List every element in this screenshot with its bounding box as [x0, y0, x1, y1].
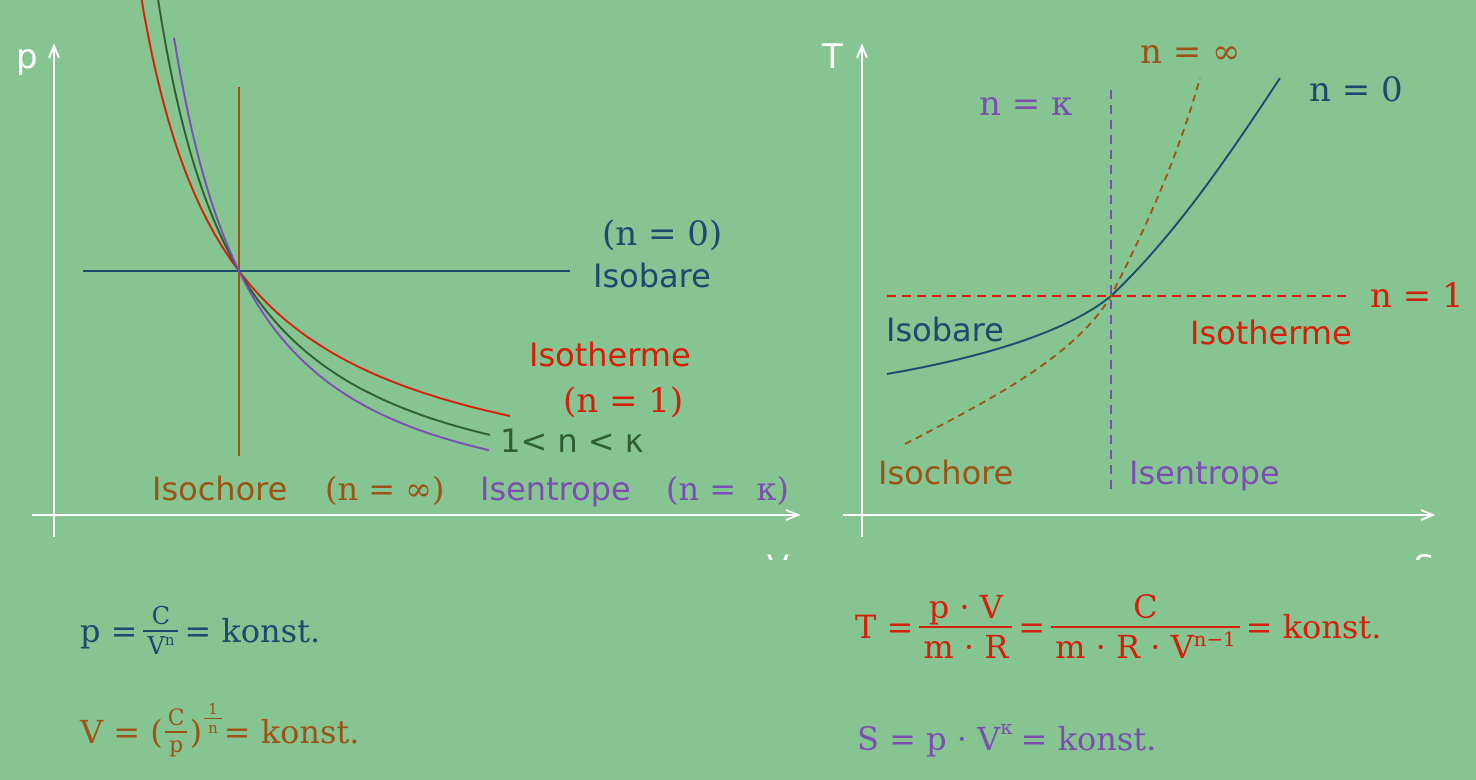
isobare-formula-rhs: = konst.: [184, 612, 321, 650]
isochore-formula-exp-num: 1: [208, 699, 218, 718]
isotherme-formula-rhs: = konst.: [1245, 608, 1382, 646]
isobare-formula-lhs: p =: [80, 612, 138, 650]
pv-isochore-n-label: (n = ∞): [325, 470, 444, 508]
pv-isentrope-label: Isentrope: [480, 470, 631, 508]
ts-isochore-n-label: n = ∞: [1140, 32, 1240, 72]
isochore-formula-close: ): [189, 713, 203, 751]
ts-y-arrow: [856, 43, 868, 59]
isochore-formula-exponent: 1 n: [204, 700, 222, 737]
isentrope-formula-exp: κ: [1000, 715, 1013, 739]
isobare-formula-numerator: C: [151, 602, 171, 630]
thermodynamic-diagrams: p V (n = 0) Isobare Isotherme (n = 1) 1<…: [16, 0, 1464, 560]
ts-isentrope-label: Isentrope: [1129, 454, 1280, 492]
ts-isotherme-n-label: n = 1: [1370, 276, 1464, 316]
isobare-formula-den-exp: n: [164, 631, 175, 650]
ts-isotherme-label: Isotherme: [1190, 314, 1352, 352]
isotherme-formula-fraction-1: p · V m · R: [919, 588, 1013, 666]
pv-y-arrow: [48, 43, 60, 59]
ts-axes: [843, 43, 1436, 537]
isochore-formula-lhs: V = (: [80, 713, 163, 751]
ts-x-arrow: [1420, 509, 1436, 521]
ts-isobare-n-label: n = 0: [1309, 70, 1403, 110]
isotherme-formula-num2: C: [1133, 588, 1158, 626]
pv-x-axis-label: V: [767, 548, 789, 560]
pv-y-axis-label: p: [16, 37, 38, 77]
isochore-formula-denominator: p: [165, 731, 188, 758]
pv-isotherme-n-label: (n = 1): [563, 381, 683, 421]
pv-isentrope-n-label: (n = κ): [666, 470, 789, 508]
isentrope-formula-rhs: = konst.: [1020, 720, 1157, 758]
pv-isochore-label: Isochore: [152, 470, 287, 508]
ts-curves: [886, 77, 1350, 492]
ts-isentrope-n-label: n = κ: [979, 84, 1072, 124]
pv-x-arrow: [785, 509, 801, 521]
ts-x-axis-label: S: [1414, 548, 1434, 560]
isentrope-formula-lhs: S = p · V: [857, 720, 1001, 758]
isochore-formula-exp-den: n: [204, 717, 222, 737]
isotherme-formula-num1: p · V: [928, 588, 1003, 626]
isobare-formula-den-base: V: [147, 632, 165, 660]
isobare-formula: p = C Vn = konst.: [80, 602, 320, 660]
isotherme-formula: T = p · V m · R = C m · R · Vn−1 = konst…: [855, 588, 1381, 666]
isochore-formula-fraction: C p: [164, 706, 189, 758]
ts-isochore-curve: [904, 77, 1201, 445]
isobare-formula-fraction: C Vn: [143, 602, 179, 660]
isotherme-formula-den2: m · R · Vn−1: [1051, 626, 1240, 666]
isotherme-formula-eq: =: [1018, 608, 1046, 646]
isochore-formula-rhs: = konst.: [223, 713, 360, 751]
isotherme-formula-den2-base: m · R · V: [1055, 628, 1194, 666]
ts-isochore-label: Isochore: [878, 454, 1013, 492]
isotherme-formula-lhs: T =: [855, 608, 914, 646]
isobare-formula-denominator: Vn: [143, 630, 179, 660]
pv-isentrope-curve: [173, 37, 490, 452]
isotherme-formula-den1: m · R: [919, 626, 1013, 666]
isotherme-formula-den2-exp: n−1: [1193, 628, 1236, 652]
isochore-formula: V = ( C p ) 1 n = konst.: [80, 700, 360, 759]
pv-polytrope-curve: [157, 0, 491, 436]
pv-isobare-n-label: (n = 0): [602, 214, 722, 254]
pv-polytrope-label: 1< n < κ: [500, 422, 644, 460]
isochore-formula-numerator: C: [167, 706, 185, 731]
pv-curves: [83, 0, 570, 456]
ts-isobare-label: Isobare: [886, 311, 1004, 349]
isotherme-formula-fraction-2: C m · R · Vn−1: [1051, 588, 1240, 666]
pv-axes: [32, 43, 801, 537]
ts-y-axis-label: T: [821, 37, 843, 77]
pv-isotherme-label: Isotherme: [529, 336, 691, 374]
pv-isotherme-curve: [140, 0, 511, 417]
pv-isobare-label: Isobare: [593, 257, 711, 295]
